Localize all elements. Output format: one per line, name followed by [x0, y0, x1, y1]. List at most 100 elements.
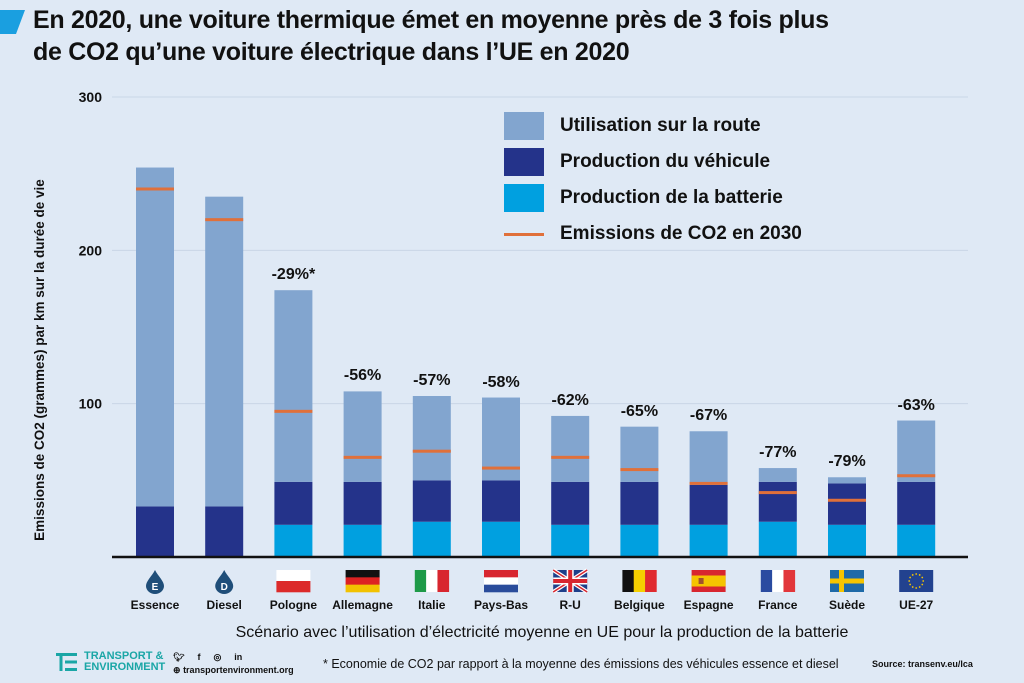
x-tick-label: Essence: [130, 598, 180, 612]
flag-cross: [830, 578, 864, 584]
bar-segment-vehicle-production: [897, 481, 936, 525]
source[interactable]: Source: transenv.eu/lca: [872, 659, 973, 669]
flag-poland-icon: [276, 570, 311, 593]
flag-field: [899, 570, 934, 592]
emissions-2030-marker: [620, 468, 659, 472]
logo: TRANSPORT & ENVIRONMENT: [56, 651, 165, 673]
flag-star: [915, 573, 918, 575]
logo-line-1: TRANSPORT &: [84, 650, 164, 662]
bar-segment-battery-production: [689, 524, 728, 557]
flag-star: [909, 583, 912, 586]
y-axis-label: Emissions de CO2 (grammes) par km sur la…: [32, 179, 47, 541]
bar-segment-vehicle-production: [828, 483, 866, 525]
bar-segment-battery-production: [482, 521, 520, 557]
x-tick-label: Allemagne: [332, 598, 393, 612]
y-tick-label: 100: [79, 396, 103, 412]
facebook-icon[interactable]: f: [197, 652, 201, 662]
website-link[interactable]: transportenvironment.org: [183, 665, 294, 675]
flag-stripe: [345, 584, 380, 593]
flag-star: [909, 576, 912, 579]
flag-star: [921, 583, 924, 586]
flag-star: [911, 574, 914, 576]
flag-star: [918, 586, 921, 588]
legend-item-battery-production: Production de la batterie: [504, 180, 802, 216]
emissions-2030-marker: [758, 491, 797, 495]
emissions-2030-marker: [897, 474, 936, 478]
bar-segment-vehicle-production: [274, 481, 313, 525]
data-label: -57%: [413, 372, 451, 389]
flag-sweden-icon: [830, 570, 864, 592]
flag-star: [921, 576, 924, 579]
title-line-2: de CO2 qu’une voiture électrique dans l’…: [33, 38, 630, 66]
emissions-2030-marker: [828, 498, 866, 502]
bar-segment-road-use: [758, 468, 797, 482]
flag-germany-icon: [345, 570, 380, 593]
flag-stripe: [414, 570, 427, 592]
twitter-icon[interactable]: 🐦︎: [173, 652, 185, 662]
flag-stripe: [345, 577, 380, 585]
emissions-2030-marker: [274, 409, 313, 413]
bar-segment-road-use: [343, 391, 382, 482]
data-label: -79%: [828, 453, 866, 471]
bar-segment-vehicle-production: [343, 481, 382, 525]
legend-label: Production de la batterie: [560, 187, 783, 208]
instagram-icon[interactable]: ◎: [213, 652, 222, 662]
x-tick-label: Pays-Bas: [473, 598, 529, 612]
flag-star: [908, 580, 911, 582]
bar-segment-vehicle-production: [758, 481, 797, 522]
data-label: -56%: [343, 367, 382, 385]
flag-cross: [553, 579, 588, 583]
legend-line-emissions-2030: [504, 232, 544, 236]
legend-swatch-battery-production: [504, 184, 544, 212]
bar-segment-road-use: [897, 420, 936, 482]
legend-label: Production du véhicule: [560, 151, 771, 172]
bar-segment-road-use: [551, 415, 590, 482]
flag-star: [918, 574, 921, 576]
x-tick-label: Pologne: [269, 598, 318, 612]
bars: [136, 167, 936, 557]
flag-france-icon: [760, 570, 796, 592]
bar-segment-road-use: [689, 431, 728, 485]
x-tick-label: UE-27: [899, 598, 934, 612]
flag-stripe: [691, 575, 726, 587]
x-tick-label: France: [758, 598, 798, 612]
x-axis-caption: Scénario avec l’utilisation d’électricit…: [235, 624, 849, 641]
flag-stripe: [345, 570, 380, 578]
drop-shape: [146, 570, 164, 594]
emissions-2030-markers: [136, 187, 936, 502]
legend-swatch-road-use: [504, 112, 544, 140]
legend-label: Utilisation sur la route: [560, 115, 761, 136]
linkedin-icon[interactable]: in: [234, 652, 243, 662]
x-tick-label: Diesel: [206, 598, 242, 612]
globe-icon: ⊕: [173, 665, 181, 675]
emissions-2030-marker: [412, 449, 451, 453]
emissions-2030-marker: [205, 218, 244, 222]
bar-segment-road-use: [620, 426, 659, 482]
drop-letter: E: [152, 582, 159, 593]
flag-stripe: [783, 570, 796, 592]
data-label: -58%: [482, 373, 520, 391]
emissions-2030-marker: [551, 455, 590, 459]
flag-stripe: [484, 577, 518, 585]
y-tick-label: 300: [79, 89, 103, 105]
data-label: -62%: [551, 391, 589, 409]
title-accent-shape: [0, 10, 25, 34]
data-label: -67%: [689, 407, 728, 425]
bar-segment-road-use: [482, 397, 520, 481]
data-label: -29%*: [271, 266, 316, 284]
bar-segment-vehicle-production: [689, 484, 728, 525]
legend-label: Emissions de CO2 en 2030: [560, 223, 802, 244]
flag-uk-icon: [552, 568, 589, 594]
social-block: 🐦︎ f ◎ in ⊕ transportenvironment.org: [173, 652, 294, 676]
emissions-2030-marker: [343, 455, 382, 459]
flag-star: [922, 580, 925, 582]
legend-item-emissions-2030: Emissions de CO2 en 2030: [504, 216, 802, 252]
bar-segment-vehicle-production: [205, 506, 244, 557]
bar-segment-battery-production: [274, 524, 313, 557]
footnote: * Economie de CO2 par rapport à la moyen…: [323, 657, 839, 671]
bar-segment-vehicle-production: [620, 481, 659, 525]
bar-segment-road-use: [136, 167, 174, 507]
flag-stripe: [437, 570, 450, 592]
x-tick-label: Italie: [418, 598, 446, 612]
